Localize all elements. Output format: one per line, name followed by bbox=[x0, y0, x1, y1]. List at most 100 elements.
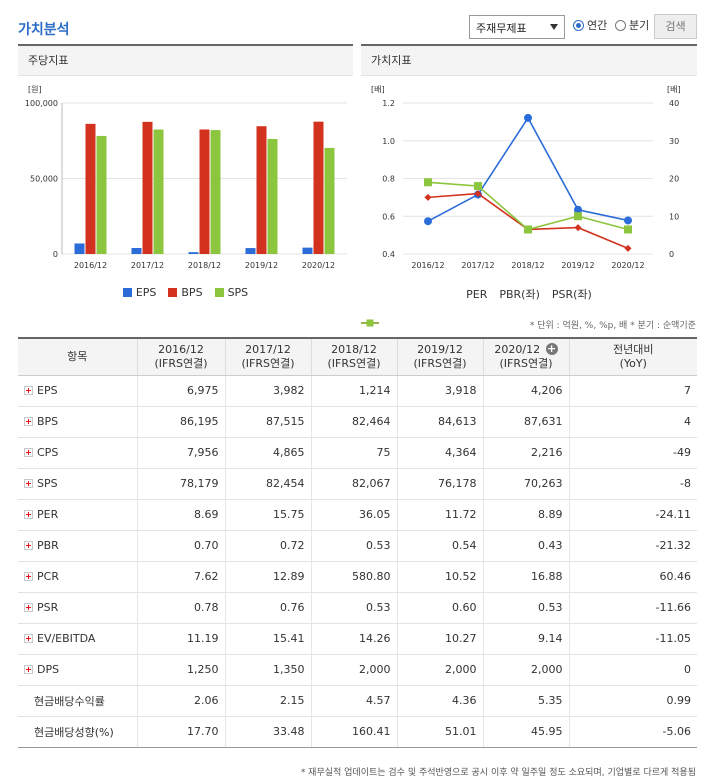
yoy-cell: 60.46 bbox=[568, 561, 697, 593]
expand-plus-icon[interactable] bbox=[24, 665, 33, 674]
yoy-cell: -5.06 bbox=[568, 716, 697, 748]
row-label-cell[interactable]: PCR bbox=[18, 561, 137, 593]
value-cell: 14.26 bbox=[310, 623, 397, 655]
value-cell: 3,982 bbox=[224, 375, 311, 407]
row-label-cell[interactable]: EV/EBITDA bbox=[18, 623, 137, 655]
value-cell: 2,000 bbox=[310, 654, 397, 686]
per-share-panel-title: 주당지표 bbox=[18, 46, 353, 76]
value-line-chart: [배] [배] 1.2 40 1.0 30 0.8 20 0.6 10 0.4 0 2016/12 201… bbox=[371, 85, 681, 270]
data-point bbox=[474, 182, 482, 191]
bar-sps bbox=[267, 138, 278, 254]
row-label-cell[interactable]: BPS bbox=[18, 406, 137, 438]
expand-plus-icon[interactable] bbox=[24, 386, 33, 395]
table-row: 현금배당성향(%) 17.70 33.48 160.41 51.01 45.95 -5.06 bbox=[18, 716, 697, 748]
period-sub: (IFRS연결) bbox=[241, 356, 295, 370]
legend-label: SPS bbox=[227, 286, 249, 299]
x-tick-label: 2016/12 bbox=[411, 261, 444, 270]
left-tick-label: 0.6 bbox=[382, 212, 395, 221]
radio-quarter[interactable]: 분기 bbox=[615, 17, 649, 33]
value-cell: 0.53 bbox=[482, 592, 569, 624]
col-yoy-header: 전년대비 (YoY) bbox=[568, 338, 697, 376]
legend-label: EPS bbox=[135, 286, 157, 299]
header-bar: 가치분석 주재무제표 연간 분기 검색 bbox=[0, 0, 708, 42]
right-tick-label: 10 bbox=[669, 212, 679, 221]
right-tick-label: 30 bbox=[669, 137, 679, 146]
period-sub: (IFRS연결) bbox=[413, 356, 467, 370]
row-label-cell: 현금배당성향(%) bbox=[18, 716, 137, 748]
value-cell: 2,000 bbox=[396, 654, 483, 686]
value-legend: PER PBR(좌) PSR(좌) bbox=[361, 286, 697, 327]
row-label-cell[interactable]: CPS bbox=[18, 437, 137, 469]
row-label: 현금배당성향(%) bbox=[34, 725, 114, 739]
expand-plus-icon[interactable] bbox=[24, 448, 33, 457]
table-row: EPS 6,975 3,982 1,214 3,918 4,206 7 bbox=[18, 375, 697, 407]
value-cell: 8.69 bbox=[136, 499, 225, 531]
legend-item[interactable]: PBR(좌) bbox=[361, 286, 540, 327]
row-label-cell[interactable]: EPS bbox=[18, 375, 137, 407]
table-row: EV/EBITDA 11.19 15.41 14.26 10.27 9.14 -11.05 bbox=[18, 623, 697, 655]
legend-swatch-icon bbox=[168, 288, 178, 297]
yoy-cell: 0.99 bbox=[568, 685, 697, 717]
data-point bbox=[524, 225, 532, 234]
page-title: 가치분석 bbox=[18, 22, 70, 38]
legend-item[interactable]: PSR(좌) bbox=[361, 286, 592, 327]
col-period-header: 2016/12 (IFRS연결) bbox=[136, 338, 225, 376]
row-label-cell[interactable]: PER bbox=[18, 499, 137, 531]
expand-plus-icon[interactable] bbox=[24, 541, 33, 550]
legend-swatch-icon bbox=[214, 288, 224, 297]
yoy-cell: 0 bbox=[568, 654, 697, 686]
expand-plus-icon[interactable] bbox=[24, 417, 33, 426]
expand-plus-icon[interactable] bbox=[24, 572, 33, 581]
row-label-cell[interactable]: PSR bbox=[18, 592, 137, 624]
value-cell: 78,179 bbox=[136, 468, 225, 500]
value-cell: 5.35 bbox=[482, 685, 569, 717]
table-row: PER 8.69 15.75 36.05 11.72 8.89 -24.11 bbox=[18, 499, 697, 531]
legend-item[interactable]: PER bbox=[361, 288, 487, 327]
expand-plus-icon[interactable] bbox=[24, 479, 33, 488]
expand-plus-icon[interactable] bbox=[24, 634, 33, 643]
left-tick-label: 0.4 bbox=[382, 250, 395, 259]
table-row: DPS 1,250 1,350 2,000 2,000 2,000 0 bbox=[18, 654, 697, 686]
y-tick-label: 50,000 bbox=[30, 175, 58, 184]
row-label: EV/EBITDA bbox=[37, 632, 96, 645]
legend-item[interactable]: SPS bbox=[214, 286, 249, 299]
yoy-cell: -8 bbox=[568, 468, 697, 500]
period-sub: (IFRS연결) bbox=[327, 356, 381, 370]
value-cell: 4.57 bbox=[310, 685, 397, 717]
yoy-cell: -11.05 bbox=[568, 623, 697, 655]
per-share-legend: EPS BPS SPS bbox=[18, 286, 353, 300]
radio-annual[interactable]: 연간 bbox=[573, 17, 607, 33]
period-label: 2018/12 bbox=[331, 342, 377, 356]
add-column-icon[interactable]: + bbox=[545, 341, 558, 355]
yoy-cell: -11.66 bbox=[568, 592, 697, 624]
expand-plus-icon[interactable] bbox=[24, 603, 33, 612]
value-panel-title: 가치지표 bbox=[361, 46, 697, 76]
legend-item[interactable]: EPS bbox=[122, 286, 157, 299]
x-tick-label: 2016/12 bbox=[74, 261, 107, 270]
table-row: 현금배당수익률 2.06 2.15 4.57 4.36 5.35 0.99 bbox=[18, 685, 697, 717]
x-tick-label: 2017/12 bbox=[461, 261, 494, 270]
value-cell: 2,216 bbox=[482, 437, 569, 469]
search-button[interactable]: 검색 bbox=[654, 14, 697, 39]
row-label-cell[interactable]: SPS bbox=[18, 468, 137, 500]
x-tick-label: 2018/12 bbox=[511, 261, 544, 270]
period-sub: (IFRS연결) bbox=[499, 356, 553, 370]
value-cell: 33.48 bbox=[224, 716, 311, 748]
right-tick-label: 20 bbox=[669, 175, 679, 184]
value-cell: 4,364 bbox=[396, 437, 483, 469]
legend-item[interactable]: BPS bbox=[168, 286, 203, 299]
value-cell: 8.89 bbox=[482, 499, 569, 531]
row-label-cell[interactable]: PBR bbox=[18, 530, 137, 562]
value-cell: 75 bbox=[310, 437, 397, 469]
value-cell: 17.70 bbox=[136, 716, 225, 748]
statement-select[interactable]: 주재무제표 bbox=[469, 15, 565, 39]
data-point bbox=[424, 217, 432, 226]
radio-quarter-label: 분기 bbox=[629, 19, 650, 32]
yoy-cell: -21.32 bbox=[568, 530, 697, 562]
y-unit-label: [원] bbox=[28, 85, 42, 94]
left-tick-label: 1.0 bbox=[382, 137, 395, 146]
value-cell: 3,918 bbox=[396, 375, 483, 407]
expand-plus-icon[interactable] bbox=[24, 510, 33, 519]
row-label-cell[interactable]: DPS bbox=[18, 654, 137, 686]
row-label: PER bbox=[37, 508, 59, 521]
